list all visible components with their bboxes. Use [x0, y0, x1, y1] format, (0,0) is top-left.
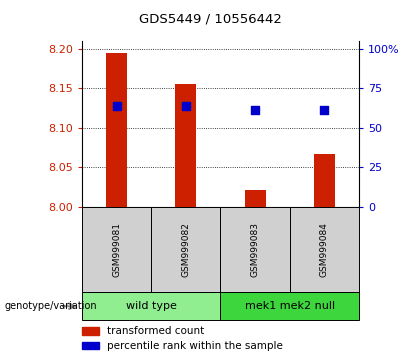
Bar	[82, 327, 99, 335]
Text: GDS5449 / 10556442: GDS5449 / 10556442	[139, 13, 281, 26]
Point	[321, 108, 328, 113]
Text: GSM999083: GSM999083	[251, 222, 260, 277]
Bar	[82, 342, 99, 349]
Text: percentile rank within the sample: percentile rank within the sample	[107, 341, 283, 350]
Point	[182, 103, 189, 109]
Point	[252, 108, 259, 113]
Bar	[245, 190, 265, 207]
Text: GSM999084: GSM999084	[320, 222, 329, 277]
Point	[113, 103, 120, 109]
Bar	[314, 154, 335, 207]
Text: GSM999081: GSM999081	[112, 222, 121, 277]
Text: transformed count: transformed count	[107, 326, 204, 336]
Text: GSM999082: GSM999082	[181, 222, 190, 277]
Text: mek1 mek2 null: mek1 mek2 null	[245, 301, 335, 311]
Bar	[106, 53, 127, 207]
Bar	[176, 84, 196, 207]
Text: genotype/variation: genotype/variation	[4, 301, 97, 311]
Text: wild type: wild type	[126, 301, 177, 311]
